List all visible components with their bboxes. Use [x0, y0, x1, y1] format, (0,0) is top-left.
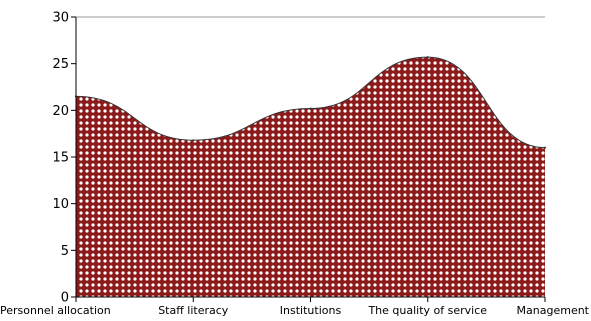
y-axis-ticks: 0 5 10 15 20 25 30 — [52, 11, 76, 306]
x-category-label: The quality of service — [367, 304, 487, 317]
x-category-label: Management — [517, 304, 590, 317]
series-area-fill — [76, 57, 545, 297]
y-tick-label: 0 — [61, 291, 69, 306]
x-category-label: Staff literacy — [158, 304, 229, 317]
data-point-3 — [309, 107, 312, 110]
data-point-2 — [192, 139, 195, 142]
y-tick-label: 10 — [52, 197, 69, 212]
y-tick-label: 5 — [61, 244, 69, 259]
y-tick-label: 20 — [52, 104, 69, 119]
x-axis-ticks: Personnel allocation Staff literacy Instit… — [0, 297, 590, 317]
x-category-label: Institutions — [280, 304, 342, 317]
y-tick-label: 15 — [52, 151, 69, 166]
y-tick-label: 25 — [52, 57, 69, 72]
data-point-5 — [544, 146, 546, 149]
x-category-label: Personnel allocation — [0, 304, 111, 317]
data-point-4 — [426, 56, 429, 59]
y-tick-label: 30 — [52, 11, 69, 26]
